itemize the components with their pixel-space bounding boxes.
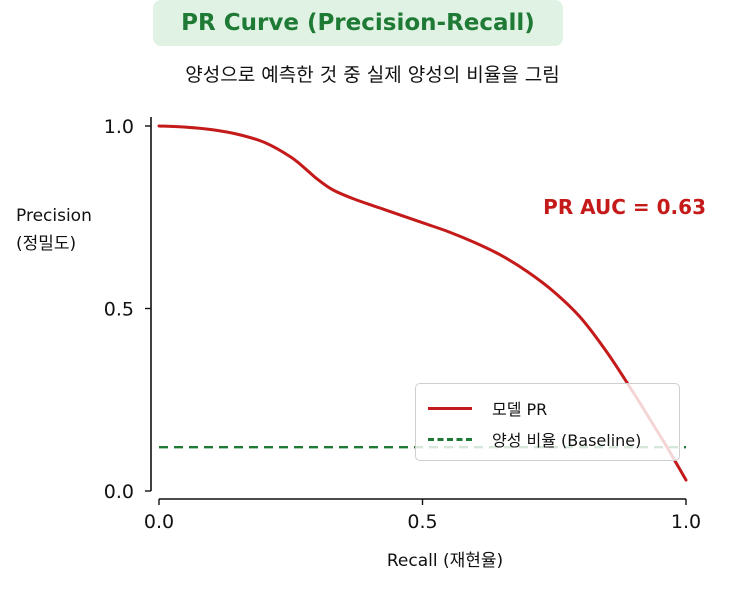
legend-label-baseline: 양성 비율 (Baseline) — [492, 431, 642, 450]
legend-item-baseline: 양성 비율 (Baseline) — [416, 425, 679, 453]
y-tick-label: 0.5 — [104, 299, 134, 321]
x-tick-label: 1.0 — [671, 511, 701, 533]
y-axis-label-line1: Precision — [16, 206, 92, 226]
legend-swatch-model — [428, 406, 472, 410]
chart-title-box: PR Curve (Precision-Recall) — [153, 0, 563, 46]
legend-swatch-baseline — [428, 437, 472, 441]
y-tick-label: 1.0 — [104, 116, 134, 138]
y-axis-label-line2: (정밀도) — [16, 234, 76, 254]
auc-annotation: PR AUC = 0.63 — [543, 195, 706, 219]
y-tick-label: 0.0 — [104, 481, 134, 503]
legend-label-model: 모델 PR — [492, 400, 548, 419]
x-axis-label: Recall (재현율) — [387, 551, 503, 571]
x-tick-label: 0.5 — [407, 511, 437, 533]
legend-item-model: 모델 PR — [416, 394, 679, 422]
legend: 모델 PR 양성 비율 (Baseline) — [415, 383, 680, 461]
chart-title: PR Curve (Precision-Recall) — [181, 10, 535, 36]
x-tick-label: 0.0 — [144, 511, 174, 533]
chart-subtitle: 양성으로 예측한 것 중 실제 양성의 비율을 그림 — [185, 64, 560, 86]
